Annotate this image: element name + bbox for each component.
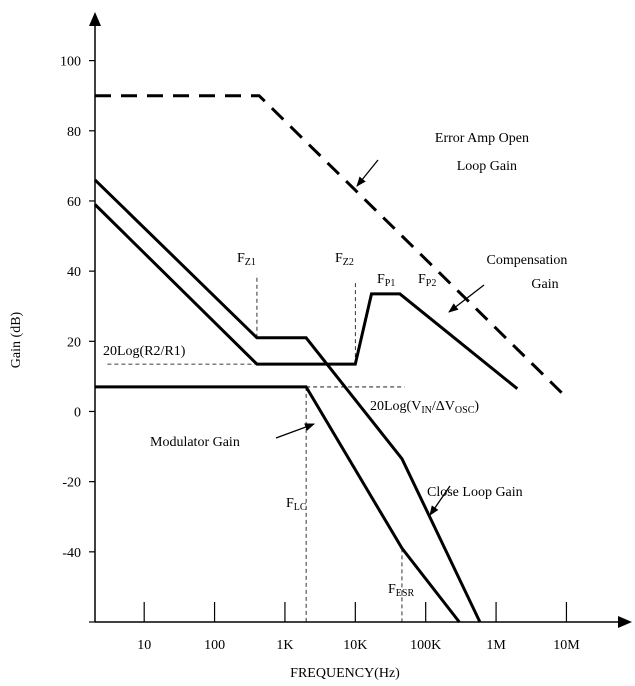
annotation-subscript: ESR <box>396 588 415 599</box>
annotation: FZ2 <box>335 251 354 268</box>
x-tick-label: 10 <box>137 638 151 653</box>
y-axis-title: Gain (dB) <box>9 311 24 368</box>
annotation-subscript: LC <box>294 502 307 513</box>
annotation-text: /ΔV <box>432 399 455 414</box>
annotation-subscript: Z2 <box>343 257 354 268</box>
y-tick-label: -40 <box>62 546 81 561</box>
annotation: FP1 <box>377 272 395 289</box>
arrow <box>429 485 451 516</box>
annotation-text: 20Log(R2/R1) <box>103 344 186 359</box>
series-line <box>93 178 482 623</box>
annotation-subscript: P2 <box>426 278 437 289</box>
annotation-text: ) <box>474 399 479 414</box>
x-axis-arrow <box>618 616 632 628</box>
series-label: Modulator Gain <box>150 435 240 450</box>
x-tick-label: 1K <box>276 638 293 653</box>
y-tick-label: 60 <box>67 195 81 210</box>
y-tick-label: -20 <box>62 476 81 491</box>
annotation-text: F <box>335 251 343 266</box>
y-tick-label: 20 <box>67 335 81 350</box>
series-line <box>95 385 461 623</box>
annotation-text: F <box>286 496 294 511</box>
series-label: Error Amp Open Loop Gain <box>435 131 529 174</box>
annotation-subscript: Z1 <box>245 257 256 268</box>
annotation-subscript: P1 <box>385 278 396 289</box>
annotation-text: 20Log(V <box>370 399 421 414</box>
annotation: FLC <box>286 496 307 513</box>
x-tick-label: 10M <box>553 638 580 653</box>
annotation: FZ1 <box>237 251 256 268</box>
x-tick-label: 100K <box>410 638 441 653</box>
series-label: Compensation Gain <box>487 253 568 292</box>
y-tick-label: 80 <box>67 125 81 140</box>
annotation: 20Log(R2/R1) <box>103 344 186 359</box>
annotation-subscript: IN <box>421 405 432 416</box>
y-tick-label: 0 <box>74 405 81 420</box>
x-tick-label: 100 <box>204 638 225 653</box>
series-label: Close Loop Gain <box>427 485 523 500</box>
series-line <box>95 94 568 399</box>
x-tick-label: 1M <box>486 638 506 653</box>
annotation-subscript: OSC <box>455 405 475 416</box>
annotation: 20Log(VIN/ΔVOSC) <box>370 399 479 416</box>
annotation-text: F <box>418 272 426 287</box>
annotation: FP2 <box>418 272 436 289</box>
y-tick-label: 40 <box>67 265 81 280</box>
x-axis-title: FREQUENCY(Hz) <box>290 666 400 681</box>
annotation-text: F <box>237 251 245 266</box>
annotation-text: F <box>377 272 385 287</box>
y-axis-arrow <box>89 12 101 26</box>
series-line <box>93 203 519 390</box>
arrow <box>356 159 379 187</box>
y-tick-label: 100 <box>60 55 81 70</box>
annotation: FESR <box>388 582 414 599</box>
annotation-text: F <box>388 582 396 597</box>
x-tick-label: 10K <box>343 638 367 653</box>
arrow <box>275 423 315 439</box>
